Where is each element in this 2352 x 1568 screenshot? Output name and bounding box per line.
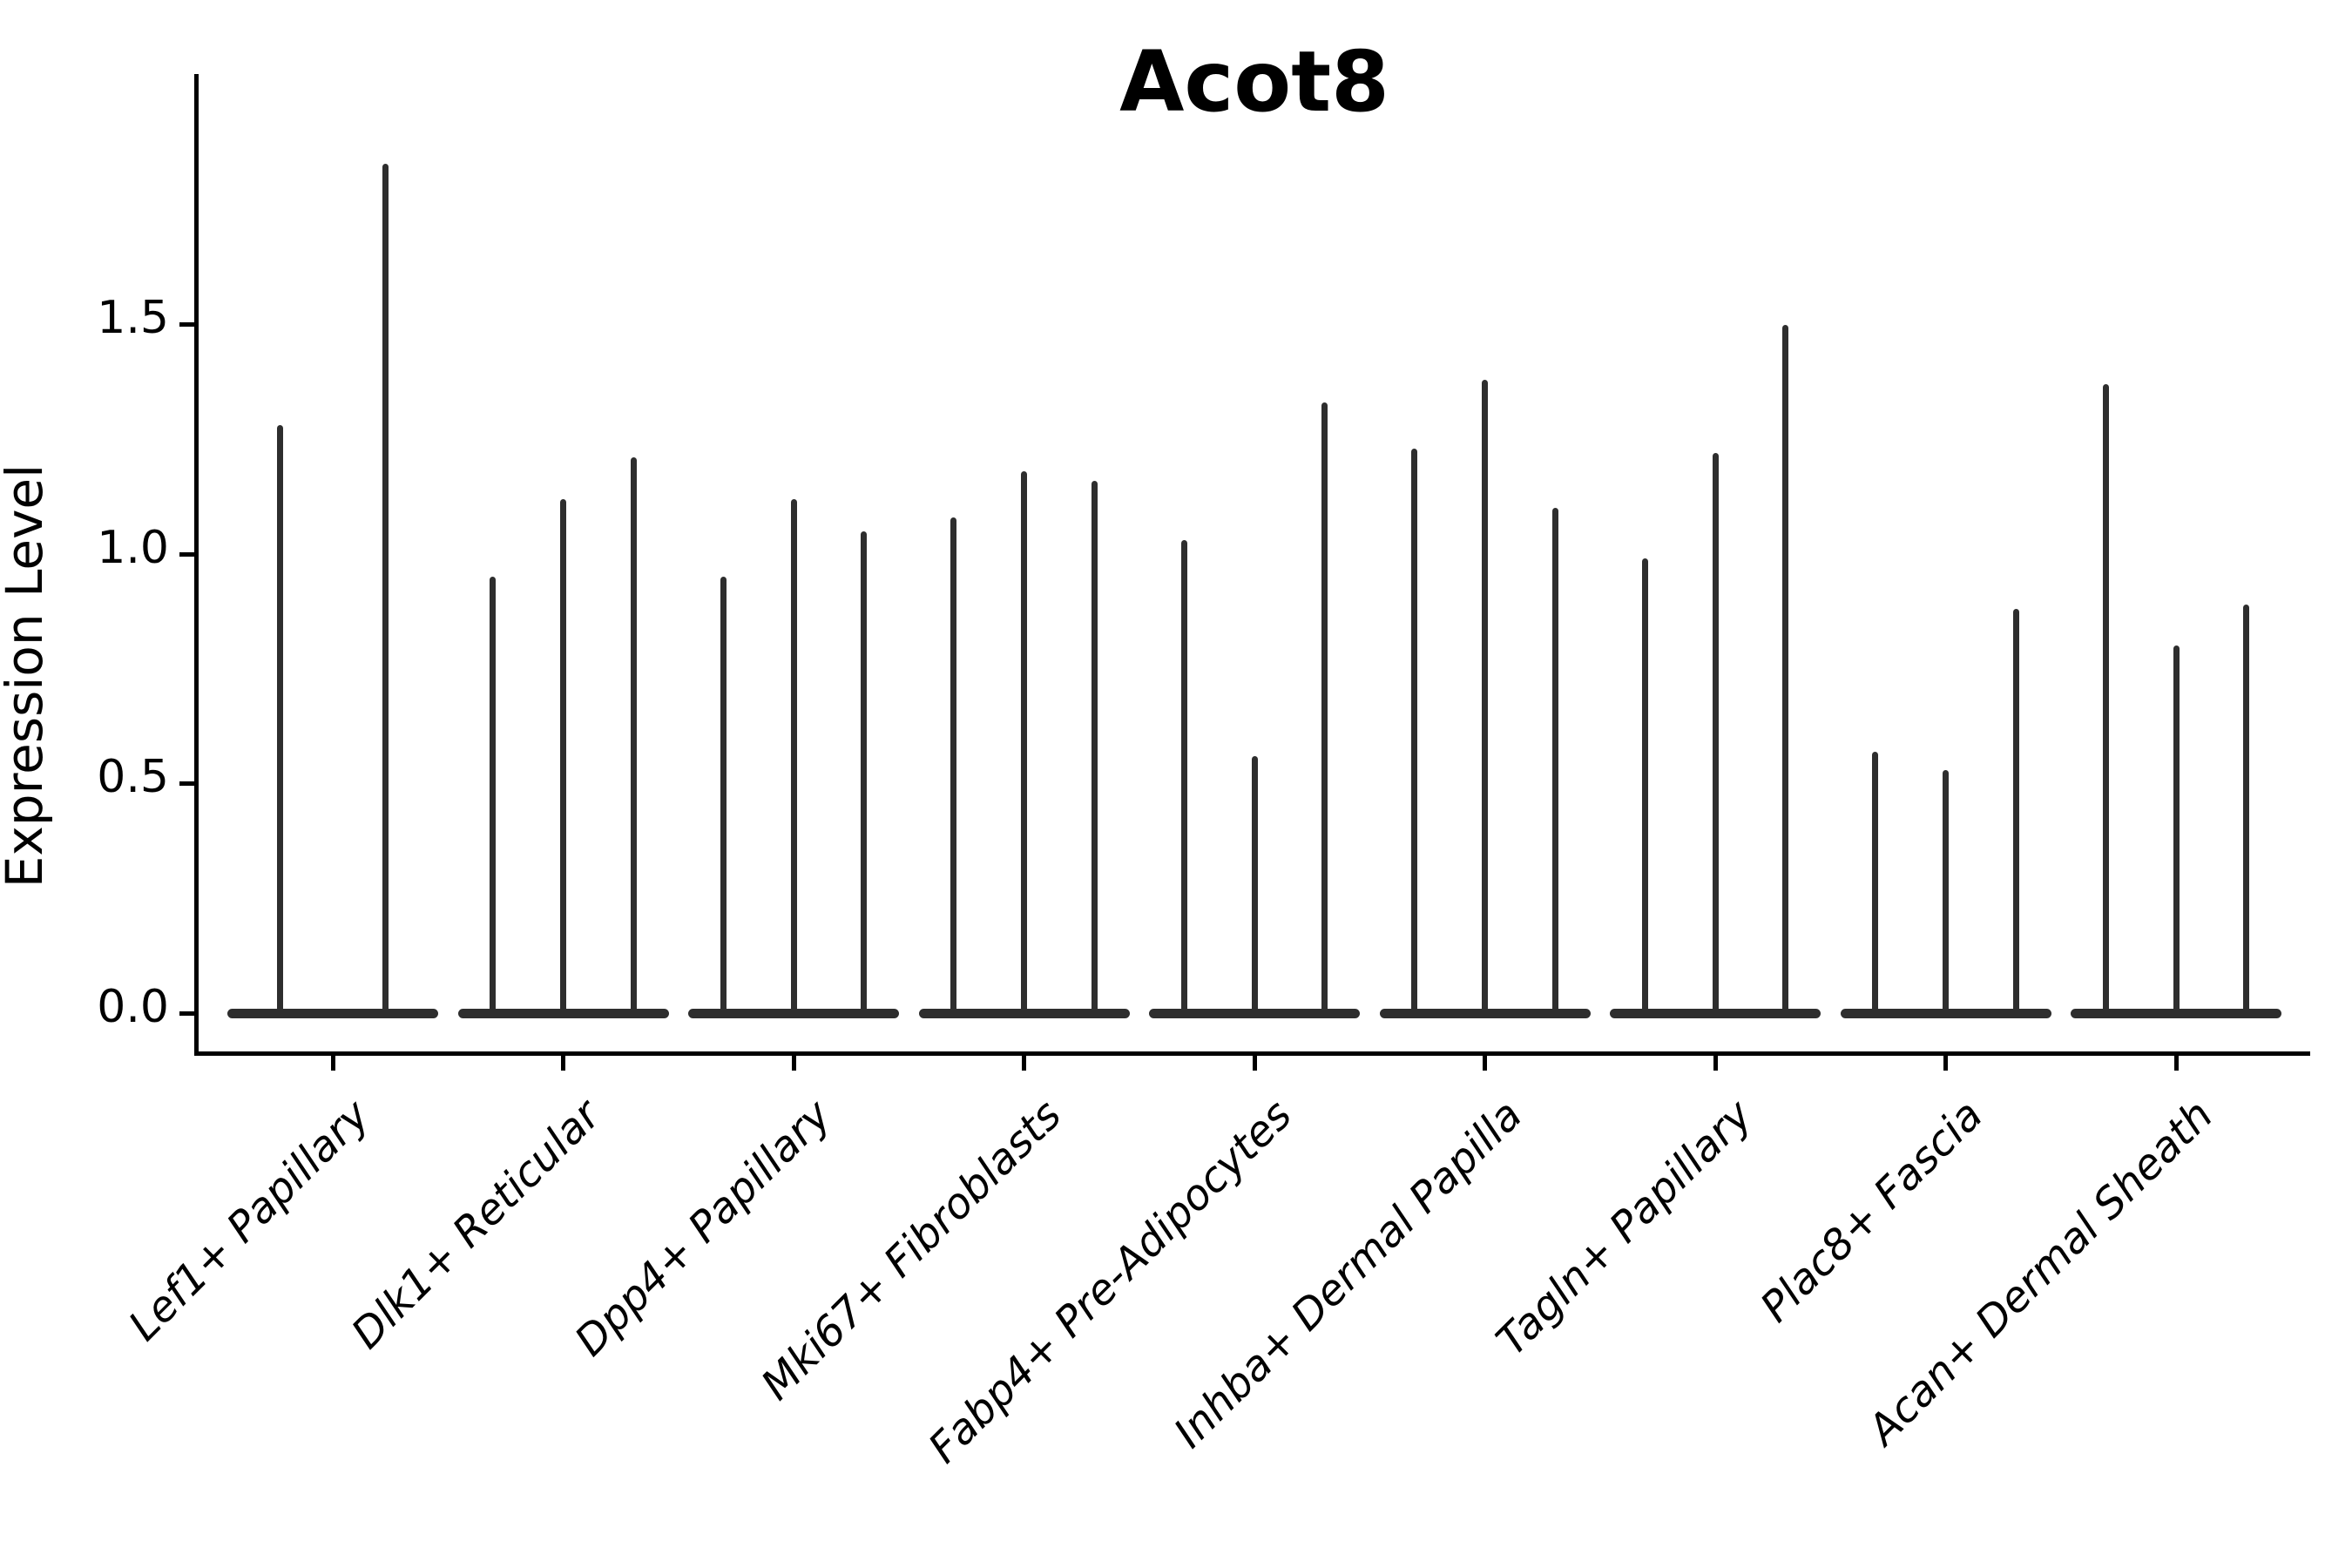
violin-spike	[1180, 540, 1187, 1017]
x-tick-label: Dlk1+ Reticular	[341, 1091, 611, 1359]
x-tick	[1252, 1056, 1257, 1071]
x-tick	[791, 1056, 796, 1071]
violin-spike	[1551, 508, 1558, 1017]
y-tick-label: 0.5	[97, 751, 169, 804]
violin-spike	[1782, 324, 1789, 1017]
y-tick	[179, 322, 194, 327]
y-tick	[179, 551, 194, 557]
violin-spike	[1641, 558, 1648, 1017]
violin-spike	[790, 498, 797, 1017]
x-tick	[1483, 1056, 1487, 1071]
chart-title: Acot8	[1119, 33, 1389, 131]
violin-spike	[1712, 453, 1719, 1017]
y-tick	[179, 1010, 194, 1016]
x-tick-label: Lef1+ Papillary	[119, 1091, 380, 1351]
violin-base	[227, 1008, 438, 1018]
x-tick	[330, 1056, 335, 1071]
x-tick	[1022, 1056, 1026, 1071]
violin-spike	[861, 531, 868, 1017]
x-axis-spine	[194, 1051, 2310, 1056]
violin-spike	[1943, 769, 1949, 1017]
violin-spike	[1091, 480, 1098, 1017]
y-tick-label: 1.5	[97, 292, 169, 345]
violin-spike	[1321, 402, 1328, 1017]
y-tick	[179, 781, 194, 786]
violin-spike	[2012, 609, 2019, 1017]
violin-spike	[1021, 471, 1027, 1017]
x-tick	[1943, 1056, 1948, 1071]
violin-spike	[490, 577, 497, 1017]
violin-spike	[1482, 379, 1488, 1017]
violin-spike	[277, 425, 283, 1017]
violin-spike	[2102, 384, 2109, 1017]
violin-spike	[950, 517, 957, 1017]
x-tick-label: Fabp4+ Pre-Adipocytes	[919, 1091, 1301, 1473]
x-tick-label: Dpp4+ Papillary	[565, 1091, 841, 1366]
x-tick-label: Tagln+ Papillary	[1487, 1091, 1762, 1366]
violin-spike	[2243, 604, 2250, 1017]
x-tick	[1713, 1056, 1718, 1071]
violin-spike	[720, 577, 727, 1017]
x-tick	[2173, 1056, 2179, 1071]
y-tick-label: 0.0	[97, 980, 169, 1033]
y-axis-spine	[194, 74, 199, 1056]
y-tick-label: 1.0	[97, 521, 169, 574]
violin-spike	[382, 164, 389, 1017]
x-tick	[561, 1056, 565, 1071]
violin-spike	[1251, 755, 1258, 1017]
violin-spike	[630, 457, 637, 1017]
x-tick-label: Plac8+ Fascia	[1751, 1091, 1993, 1332]
violin-spike	[560, 498, 566, 1017]
violin-spike	[2173, 645, 2180, 1017]
violin-spike	[1411, 448, 1418, 1017]
violin-spike	[1872, 751, 1879, 1017]
